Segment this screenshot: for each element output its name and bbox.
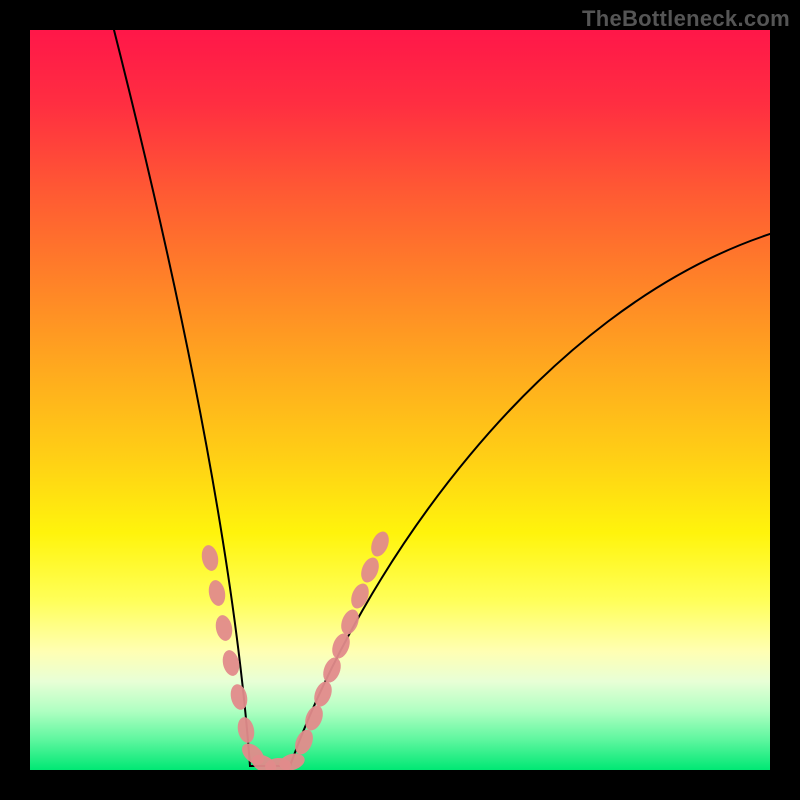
plot-area — [30, 30, 770, 770]
plot-svg — [30, 30, 770, 770]
attribution-text: TheBottleneck.com — [582, 6, 790, 32]
chart-root: TheBottleneck.com — [0, 0, 800, 800]
